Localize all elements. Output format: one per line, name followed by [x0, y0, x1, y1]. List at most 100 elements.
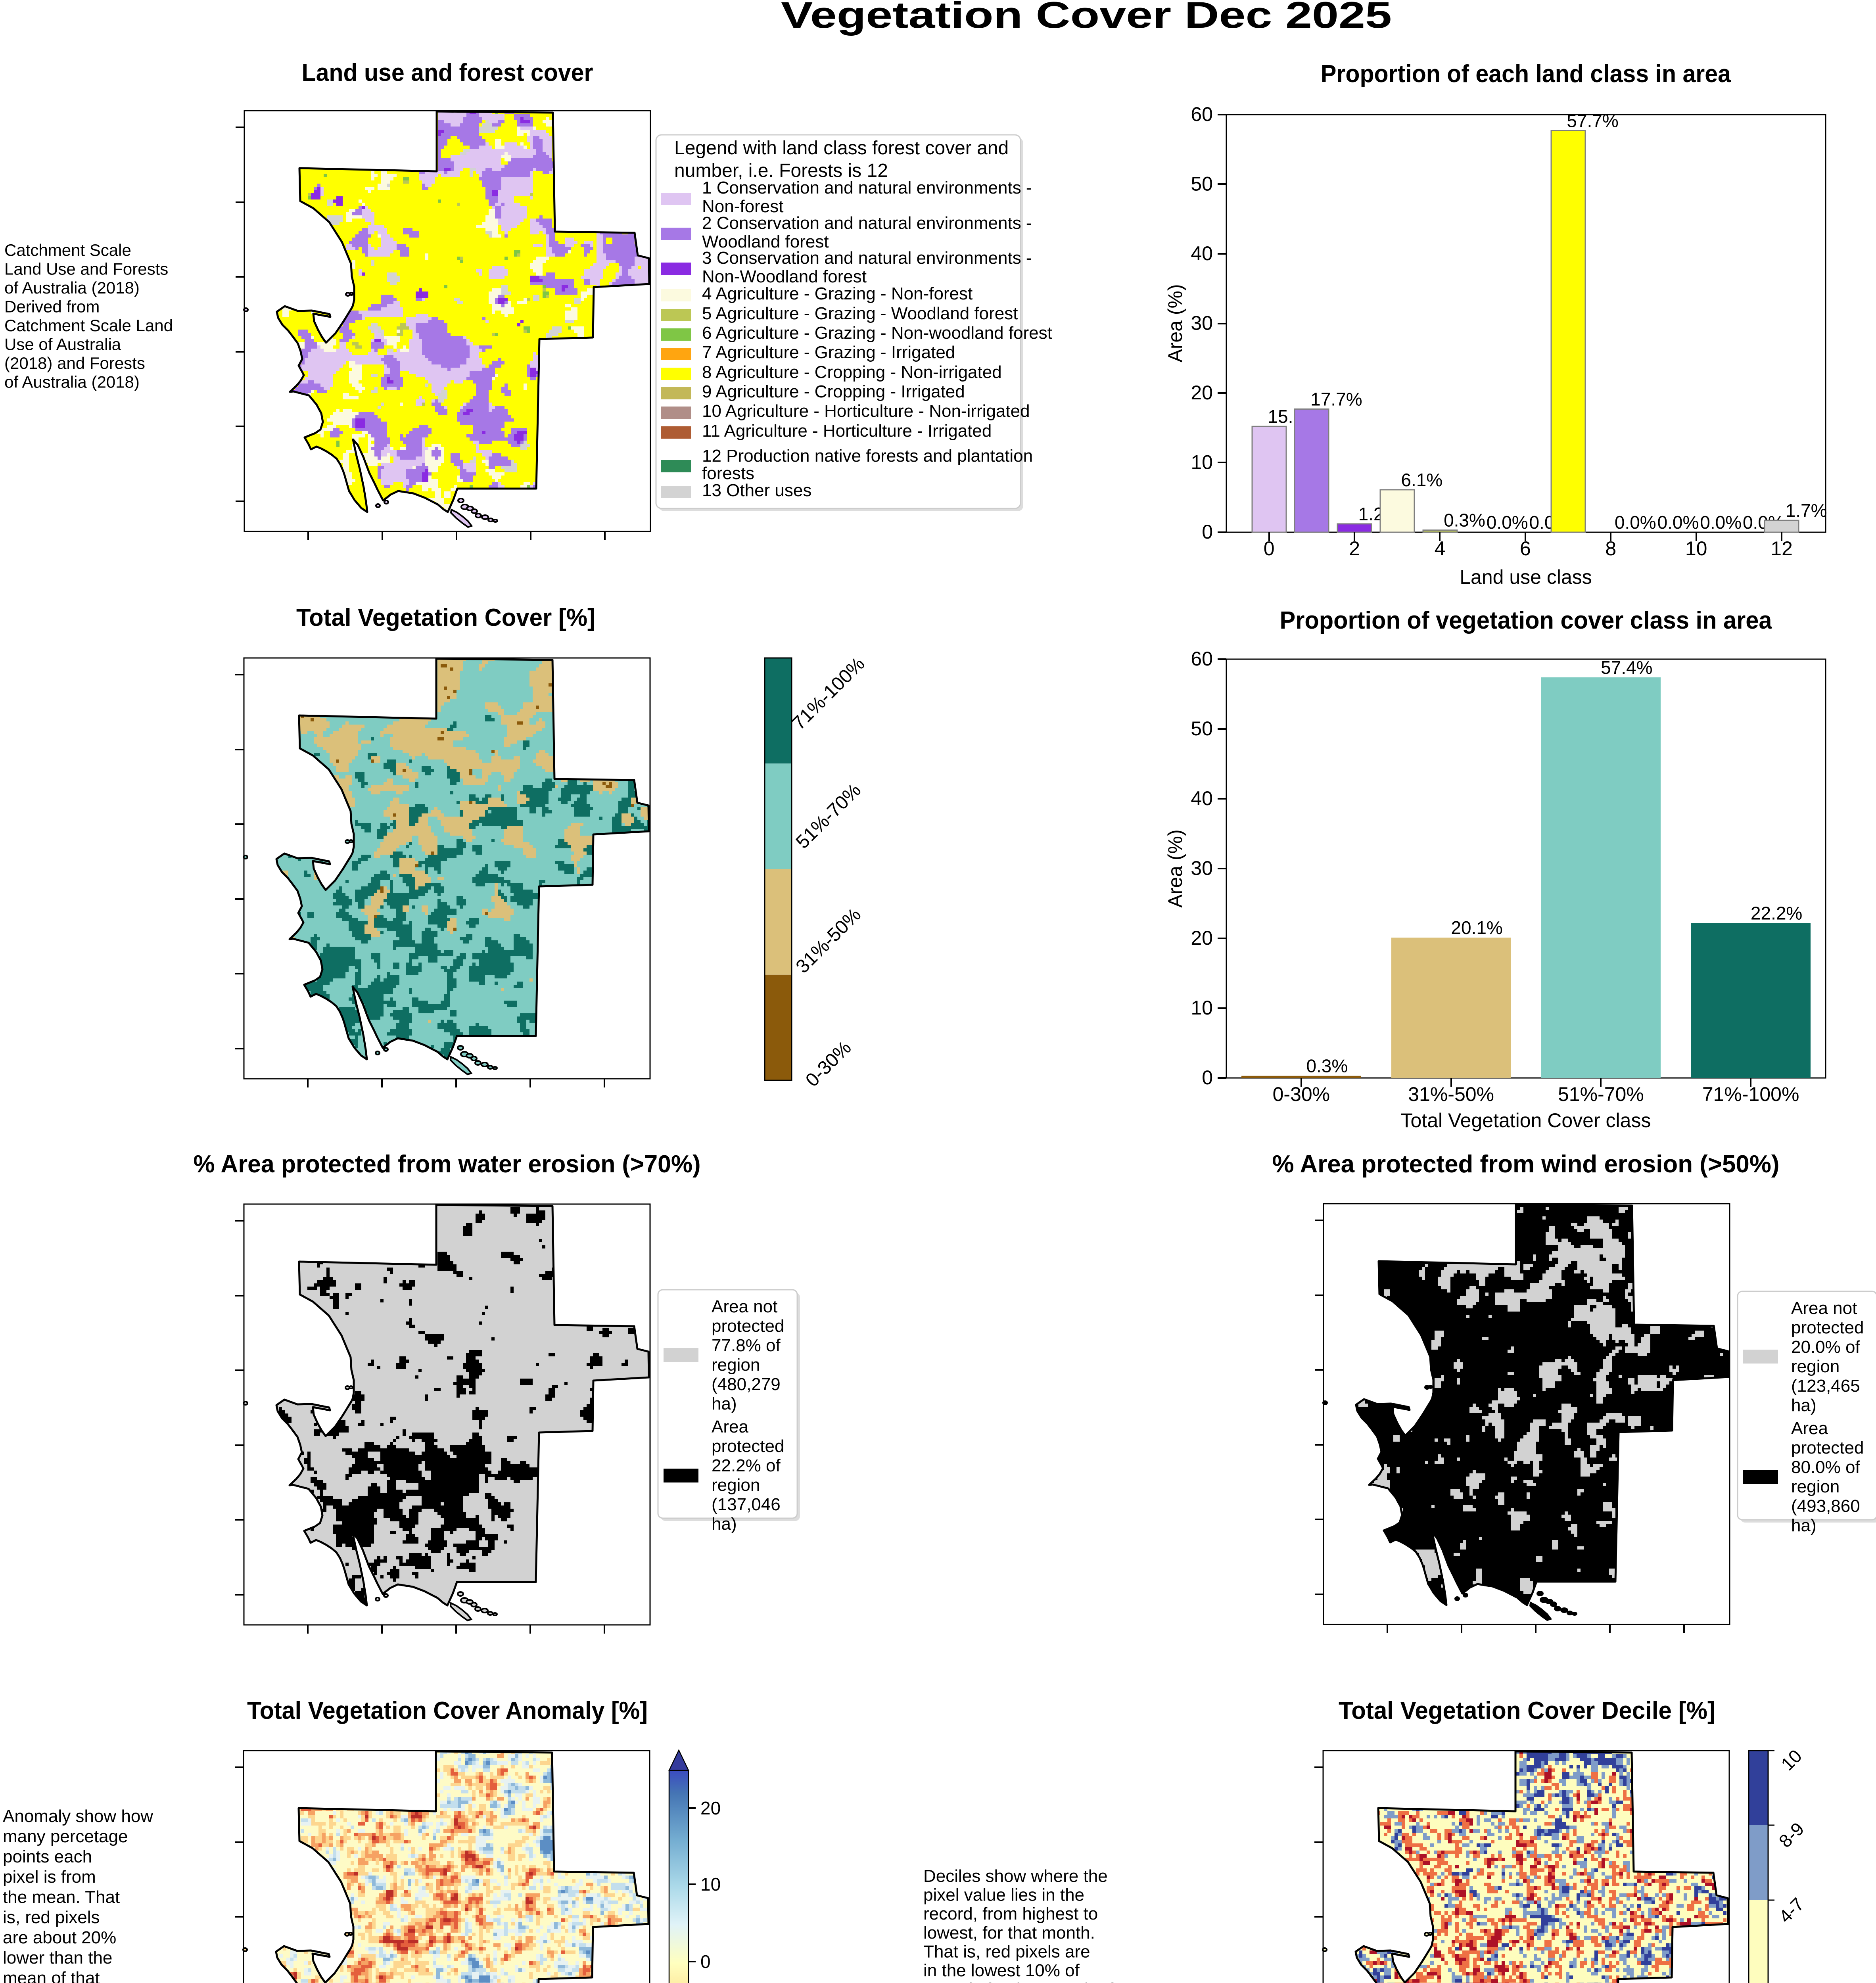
svg-text:0: 0 [1202, 521, 1213, 543]
svg-text:Area: Area [1791, 1419, 1828, 1438]
svg-text:0: 0 [1202, 1066, 1213, 1089]
svg-text:22.2% of: 22.2% of [712, 1456, 781, 1475]
svg-text:Anomaly show how: Anomaly show how [3, 1807, 153, 1826]
svg-text:Derived from: Derived from [4, 297, 100, 316]
svg-text:7 Agriculture - Grazing - Irri: 7 Agriculture - Grazing - Irrigated [702, 343, 955, 362]
svg-text:lower than the: lower than the [3, 1948, 112, 1968]
svg-text:are about 20%: are about 20% [3, 1928, 116, 1947]
svg-text:That is, red pixels are: That is, red pixels are [923, 1942, 1090, 1961]
svg-text:6 Agriculture - Grazing - Non-: 6 Agriculture - Grazing - Non-woodland f… [702, 323, 1052, 343]
svg-text:protected: protected [712, 1436, 784, 1456]
svg-text:0: 0 [1264, 537, 1275, 560]
svg-text:22.2%: 22.2% [1751, 903, 1802, 923]
svg-text:Area (%): Area (%) [1164, 829, 1186, 907]
svg-text:10: 10 [700, 1874, 721, 1895]
svg-text:0.0%: 0.0% [1657, 512, 1699, 533]
svg-text:4: 4 [1435, 537, 1446, 560]
svg-text:of Australia (2018): of Australia (2018) [4, 278, 140, 297]
svg-text:0-30%: 0-30% [1273, 1083, 1330, 1105]
svg-text:12: 12 [1770, 537, 1793, 560]
svg-text:pixel value lies in the: pixel value lies in the [923, 1885, 1084, 1905]
svg-text:6: 6 [1520, 537, 1531, 560]
svg-text:10 Agriculture - Horticulture: 10 Agriculture - Horticulture - Non-irri… [702, 401, 1030, 421]
svg-text:Area not: Area not [712, 1297, 777, 1316]
svg-text:12 Production native forests a: 12 Production native forests and plantat… [702, 446, 1033, 466]
svg-text:points each: points each [3, 1847, 92, 1866]
svg-text:forests: forests [702, 464, 754, 483]
svg-text:(2018) and Forests: (2018) and Forests [4, 354, 145, 372]
svg-text:Non-forest: Non-forest [702, 197, 783, 216]
svg-text:Area: Area [712, 1417, 748, 1436]
svg-text:Use of Australia: Use of Australia [4, 335, 121, 354]
svg-text:region: region [712, 1355, 760, 1375]
svg-text:number, i.e. Forests is 12: number, i.e. Forests is 12 [674, 160, 888, 181]
svg-text:30: 30 [1191, 312, 1213, 334]
svg-text:57.7%: 57.7% [1567, 110, 1618, 131]
svg-text:is, red pixels: is, red pixels [3, 1908, 100, 1927]
svg-text:Total Vegetation Cover Anomaly: Total Vegetation Cover Anomaly [%] [247, 1697, 648, 1724]
svg-text:31%-50%: 31%-50% [1408, 1083, 1494, 1105]
svg-text:ha): ha) [712, 1394, 737, 1413]
svg-text:region: region [1791, 1477, 1840, 1496]
svg-text:ha): ha) [1791, 1516, 1817, 1535]
svg-text:71%-100%: 71%-100% [1702, 1083, 1799, 1105]
svg-text:40: 40 [1191, 242, 1213, 265]
svg-text:Area (%): Area (%) [1164, 284, 1186, 362]
svg-text:of Australia (2018): of Australia (2018) [4, 373, 140, 391]
svg-text:4 Agriculture - Grazing - Non-: 4 Agriculture - Grazing - Non-forest [702, 284, 973, 303]
svg-text:0.3%: 0.3% [1306, 1056, 1348, 1076]
svg-text:in the lowest 10% of: in the lowest 10% of [923, 1961, 1080, 1980]
svg-text:60: 60 [1191, 103, 1213, 125]
svg-text:9 Agriculture - Cropping - Irr: 9 Agriculture - Cropping - Irrigated [702, 382, 965, 401]
svg-text:8: 8 [1605, 537, 1616, 560]
svg-text:11 Agriculture - Horticulture: 11 Agriculture - Horticulture - Irrigate… [702, 421, 992, 441]
svg-text:record, from highest to: record, from highest to [923, 1904, 1098, 1924]
svg-text:30: 30 [1191, 857, 1213, 879]
svg-text:13 Other uses: 13 Other uses [702, 481, 811, 500]
svg-text:mean of that: mean of that [3, 1968, 100, 1983]
svg-text:Area not: Area not [1791, 1298, 1857, 1318]
svg-text:Land use and forest cover: Land use and forest cover [302, 59, 593, 86]
svg-text:17.7%: 17.7% [1310, 389, 1362, 409]
svg-text:(493,860: (493,860 [1791, 1496, 1860, 1516]
svg-text:Proportion of vegetation cover: Proportion of vegetation cover class in … [1280, 607, 1772, 634]
svg-text:5 Agriculture - Grazing - Wood: 5 Agriculture - Grazing - Woodland fores… [702, 304, 1018, 323]
svg-text:(123,465: (123,465 [1791, 1376, 1860, 1396]
svg-text:80.0% of: 80.0% of [1791, 1458, 1860, 1477]
svg-text:Woodland forest: Woodland forest [702, 232, 829, 251]
svg-text:protected: protected [712, 1316, 784, 1336]
svg-text:1 Conservation and natural env: 1 Conservation and natural environments … [702, 178, 1032, 198]
svg-text:10: 10 [1191, 997, 1213, 1019]
svg-text:records for that month of: records for that month of [923, 1980, 1114, 1983]
svg-text:Vegetation Cover Dec 2025: Vegetation Cover Dec 2025 [781, 0, 1392, 36]
svg-text:0.3%: 0.3% [1444, 510, 1485, 531]
svg-text:Total Vegetation Cover class: Total Vegetation Cover class [1401, 1109, 1651, 1131]
svg-text:Proportion of each land class: Proportion of each land class in area [1321, 60, 1731, 88]
svg-text:many percetage: many percetage [3, 1827, 128, 1846]
svg-text:2 Conservation and natural env: 2 Conservation and natural environments … [702, 213, 1032, 233]
svg-text:Catchment Scale: Catchment Scale [4, 241, 131, 259]
svg-text:Land Use and Forests: Land Use and Forests [4, 260, 168, 278]
svg-text:1.7%: 1.7% [1786, 500, 1827, 521]
svg-text:the mean. That: the mean. That [3, 1887, 120, 1907]
svg-text:20: 20 [1191, 927, 1213, 949]
svg-text:50: 50 [1191, 717, 1213, 740]
svg-text:3 Conservation and natural env: 3 Conservation and natural environments … [702, 248, 1032, 268]
svg-text:ha): ha) [1791, 1396, 1817, 1415]
svg-text:6.1%: 6.1% [1401, 470, 1442, 490]
svg-text:protected: protected [1791, 1318, 1864, 1337]
svg-text:% Area protected from wind ero: % Area protected from wind erosion (>50%… [1272, 1151, 1780, 1178]
svg-text:10: 10 [1685, 537, 1707, 560]
svg-text:Catchment Scale Land: Catchment Scale Land [4, 316, 173, 335]
svg-text:lowest, for that month.: lowest, for that month. [923, 1923, 1095, 1943]
svg-text:ha): ha) [712, 1514, 737, 1534]
svg-text:protected: protected [1791, 1438, 1864, 1458]
svg-text:0.0%: 0.0% [1487, 512, 1528, 533]
svg-text:51%-70%: 51%-70% [1558, 1083, 1644, 1105]
svg-text:Non-Woodland forest: Non-Woodland forest [702, 267, 867, 286]
svg-text:Legend with land class forest: Legend with land class forest cover and [674, 138, 1009, 159]
svg-text:Land use class: Land use class [1460, 566, 1592, 588]
svg-text:0.0%: 0.0% [1615, 512, 1656, 533]
svg-text:40: 40 [1191, 787, 1213, 809]
svg-text:0: 0 [700, 1951, 711, 1972]
